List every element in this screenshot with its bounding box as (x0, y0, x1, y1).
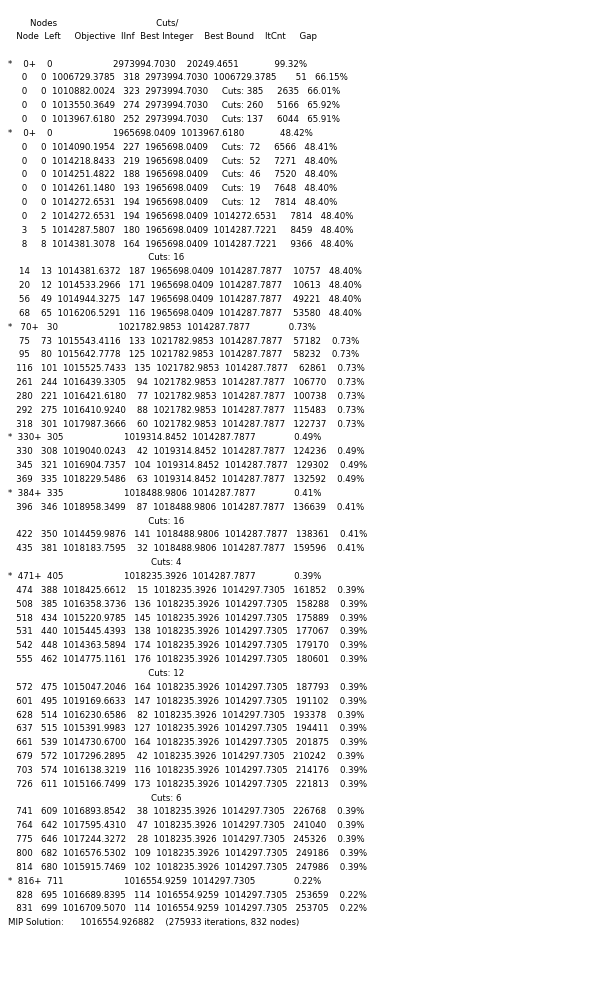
Text: Cuts: 16: Cuts: 16 (8, 253, 185, 262)
Text: 396   346  1018958.3499    87  1018488.9806  1014287.7877   136639    0.41%: 396 346 1018958.3499 87 1018488.9806 101… (8, 503, 364, 512)
Text: *  384+  335                      1018488.9806  1014287.7877              0.41%: * 384+ 335 1018488.9806 1014287.7877 0.4… (8, 489, 321, 498)
Text: 555   462  1014775.1161   176  1018235.3926  1014297.7305   180601    0.39%: 555 462 1014775.1161 176 1018235.3926 10… (8, 655, 367, 664)
Text: Cuts: 12: Cuts: 12 (8, 669, 185, 678)
Text: *  816+  711                      1016554.9259  1014297.7305              0.22%: * 816+ 711 1016554.9259 1014297.7305 0.2… (8, 877, 321, 886)
Text: Node  Left     Objective  IInf  Best Integer    Best Bound    ItCnt     Gap: Node Left Objective IInf Best Integer Be… (8, 32, 317, 41)
Text: 800   682  1016576.5302   109  1018235.3926  1014297.7305   249186    0.39%: 800 682 1016576.5302 109 1018235.3926 10… (8, 849, 367, 858)
Text: 726   611  1015166.7499   173  1018235.3926  1014297.7305   221813    0.39%: 726 611 1015166.7499 173 1018235.3926 10… (8, 780, 367, 789)
Text: 828   695  1016689.8395   114  1016554.9259  1014297.7305   253659    0.22%: 828 695 1016689.8395 114 1016554.9259 10… (8, 891, 367, 900)
Text: 531   440  1015445.4393   138  1018235.3926  1014297.7305   177067    0.39%: 531 440 1015445.4393 138 1018235.3926 10… (8, 627, 367, 636)
Text: 518   434  1015220.9785   145  1018235.3926  1014297.7305   175889    0.39%: 518 434 1015220.9785 145 1018235.3926 10… (8, 614, 367, 623)
Text: 261   244  1016439.3305    94  1021782.9853  1014287.7877   106770    0.73%: 261 244 1016439.3305 94 1021782.9853 101… (8, 378, 365, 387)
Text: 601   495  1019169.6633   147  1018235.3926  1014297.7305   191102    0.39%: 601 495 1019169.6633 147 1018235.3926 10… (8, 697, 367, 706)
Text: *   70+   30                      1021782.9853  1014287.7877              0.73%: * 70+ 30 1021782.9853 1014287.7877 0.73% (8, 323, 316, 332)
Text: 3     5  1014287.5807   180  1965698.0409  1014287.7221     8459   48.40%: 3 5 1014287.5807 180 1965698.0409 101428… (8, 226, 353, 235)
Text: 56    49  1014944.3275   147  1965698.0409  1014287.7877    49221   48.40%: 56 49 1014944.3275 147 1965698.0409 1014… (8, 295, 362, 304)
Text: 0     0  1013967.6180   252  2973994.7030     Cuts: 137     6044   65.91%: 0 0 1013967.6180 252 2973994.7030 Cuts: … (8, 115, 340, 124)
Text: 292   275  1016410.9240    88  1021782.9853  1014287.7877   115483    0.73%: 292 275 1016410.9240 88 1021782.9853 101… (8, 406, 365, 415)
Text: 775   646  1017244.3272    28  1018235.3926  1014297.7305   245326    0.39%: 775 646 1017244.3272 28 1018235.3926 101… (8, 835, 365, 844)
Text: 831   699  1016709.5070   114  1016554.9259  1014297.7305   253705    0.22%: 831 699 1016709.5070 114 1016554.9259 10… (8, 904, 367, 913)
Text: 280   221  1016421.6180    77  1021782.9853  1014287.7877   100738    0.73%: 280 221 1016421.6180 77 1021782.9853 101… (8, 392, 365, 401)
Text: 0     0  1014090.1954   227  1965698.0409     Cuts:  72     6566   48.41%: 0 0 1014090.1954 227 1965698.0409 Cuts: … (8, 143, 337, 152)
Text: *  330+  305                      1019314.8452  1014287.7877              0.49%: * 330+ 305 1019314.8452 1014287.7877 0.4… (8, 434, 321, 442)
Text: 0     0  1014272.6531   194  1965698.0409     Cuts:  12     7814   48.40%: 0 0 1014272.6531 194 1965698.0409 Cuts: … (8, 198, 338, 207)
Text: 628   514  1016230.6586    82  1018235.3926  1014297.7305   193378    0.39%: 628 514 1016230.6586 82 1018235.3926 101… (8, 711, 364, 720)
Text: 75    73  1015543.4116   133  1021782.9853  1014287.7877    57182    0.73%: 75 73 1015543.4116 133 1021782.9853 1014… (8, 337, 359, 346)
Text: 330   308  1019040.0243    42  1019314.8452  1014287.7877   124236    0.49%: 330 308 1019040.0243 42 1019314.8452 101… (8, 447, 365, 456)
Text: 422   350  1014459.9876   141  1018488.9806  1014287.7877   138361    0.41%: 422 350 1014459.9876 141 1018488.9806 10… (8, 530, 367, 539)
Text: 741   609  1016893.8542    38  1018235.3926  1014297.7305   226768    0.39%: 741 609 1016893.8542 38 1018235.3926 101… (8, 807, 364, 816)
Text: 68    65  1016206.5291   116  1965698.0409  1014287.7877    53580   48.40%: 68 65 1016206.5291 116 1965698.0409 1014… (8, 309, 362, 318)
Text: 637   515  1015391.9983   127  1018235.3926  1014297.7305   194411    0.39%: 637 515 1015391.9983 127 1018235.3926 10… (8, 724, 367, 733)
Text: 0     0  1014261.1480   193  1965698.0409     Cuts:  19     7648   48.40%: 0 0 1014261.1480 193 1965698.0409 Cuts: … (8, 184, 337, 193)
Text: 0     0  1013550.3649   274  2973994.7030     Cuts: 260     5166   65.92%: 0 0 1013550.3649 274 2973994.7030 Cuts: … (8, 101, 340, 110)
Text: 703   574  1016138.3219   116  1018235.3926  1014297.7305   214176    0.39%: 703 574 1016138.3219 116 1018235.3926 10… (8, 766, 367, 775)
Text: *  471+  405                      1018235.3926  1014287.7877              0.39%: * 471+ 405 1018235.3926 1014287.7877 0.3… (8, 572, 321, 581)
Text: Cuts: 6: Cuts: 6 (8, 794, 182, 803)
Text: 764   642  1017595.4310    47  1018235.3926  1014297.7305   241040    0.39%: 764 642 1017595.4310 47 1018235.3926 101… (8, 821, 364, 830)
Text: 814   680  1015915.7469   102  1018235.3926  1014297.7305   247986    0.39%: 814 680 1015915.7469 102 1018235.3926 10… (8, 863, 367, 872)
Text: 0     0  1010882.0024   323  2973994.7030     Cuts: 385     2635   66.01%: 0 0 1010882.0024 323 2973994.7030 Cuts: … (8, 87, 340, 96)
Text: *    0+    0                      1965698.0409  1013967.6180             48.42%: * 0+ 0 1965698.0409 1013967.6180 48.42% (8, 129, 313, 138)
Text: 95    80  1015642.7778   125  1021782.9853  1014287.7877    58232    0.73%: 95 80 1015642.7778 125 1021782.9853 1014… (8, 350, 359, 359)
Text: Cuts: 16: Cuts: 16 (8, 517, 185, 526)
Text: 318   301  1017987.3666    60  1021782.9853  1014287.7877   122737    0.73%: 318 301 1017987.3666 60 1021782.9853 101… (8, 420, 365, 429)
Text: 116   101  1015525.7433   135  1021782.9853  1014287.7877    62861    0.73%: 116 101 1015525.7433 135 1021782.9853 10… (8, 364, 365, 373)
Text: 474   388  1018425.6612    15  1018235.3926  1014297.7305   161852    0.39%: 474 388 1018425.6612 15 1018235.3926 101… (8, 586, 365, 595)
Text: Nodes                                    Cuts/: Nodes Cuts/ (8, 18, 178, 27)
Text: 14    13  1014381.6372   187  1965698.0409  1014287.7877    10757   48.40%: 14 13 1014381.6372 187 1965698.0409 1014… (8, 267, 362, 276)
Text: *    0+    0                      2973994.7030    20249.4651             99.32%: * 0+ 0 2973994.7030 20249.4651 99.32% (8, 60, 307, 69)
Text: MIP Solution:      1016554.926882    (275933 iterations, 832 nodes): MIP Solution: 1016554.926882 (275933 ite… (8, 918, 299, 927)
Text: 572   475  1015047.2046   164  1018235.3926  1014297.7305   187793    0.39%: 572 475 1015047.2046 164 1018235.3926 10… (8, 683, 367, 692)
Text: 0     0  1014218.8433   219  1965698.0409     Cuts:  52     7271   48.40%: 0 0 1014218.8433 219 1965698.0409 Cuts: … (8, 156, 338, 165)
Text: 508   385  1016358.3736   136  1018235.3926  1014297.7305   158288    0.39%: 508 385 1016358.3736 136 1018235.3926 10… (8, 600, 367, 609)
Text: 435   381  1018183.7595    32  1018488.9806  1014287.7877   159596    0.41%: 435 381 1018183.7595 32 1018488.9806 101… (8, 544, 364, 553)
Text: 345   321  1016904.7357   104  1019314.8452  1014287.7877   129302    0.49%: 345 321 1016904.7357 104 1019314.8452 10… (8, 461, 367, 470)
Text: 20    12  1014533.2966   171  1965698.0409  1014287.7877    10613   48.40%: 20 12 1014533.2966 171 1965698.0409 1014… (8, 281, 362, 290)
Text: Cuts: 4: Cuts: 4 (8, 558, 182, 567)
Text: 661   539  1014730.6700   164  1018235.3926  1014297.7305   201875    0.39%: 661 539 1014730.6700 164 1018235.3926 10… (8, 738, 367, 747)
Text: 0     0  1006729.3785   318  2973994.7030  1006729.3785       51   66.15%: 0 0 1006729.3785 318 2973994.7030 100672… (8, 73, 348, 82)
Text: 369   335  1018229.5486    63  1019314.8452  1014287.7877   132592    0.49%: 369 335 1018229.5486 63 1019314.8452 101… (8, 475, 364, 484)
Text: 0     0  1014251.4822   188  1965698.0409     Cuts:  46     7520   48.40%: 0 0 1014251.4822 188 1965698.0409 Cuts: … (8, 170, 338, 179)
Text: 679   572  1017296.2895    42  1018235.3926  1014297.7305   210242    0.39%: 679 572 1017296.2895 42 1018235.3926 101… (8, 752, 364, 761)
Text: 0     2  1014272.6531   194  1965698.0409  1014272.6531     7814   48.40%: 0 2 1014272.6531 194 1965698.0409 101427… (8, 212, 353, 221)
Text: 542   448  1014363.5894   174  1018235.3926  1014297.7305   179170    0.39%: 542 448 1014363.5894 174 1018235.3926 10… (8, 641, 367, 650)
Text: 8     8  1014381.3078   164  1965698.0409  1014287.7221     9366   48.40%: 8 8 1014381.3078 164 1965698.0409 101428… (8, 240, 353, 249)
